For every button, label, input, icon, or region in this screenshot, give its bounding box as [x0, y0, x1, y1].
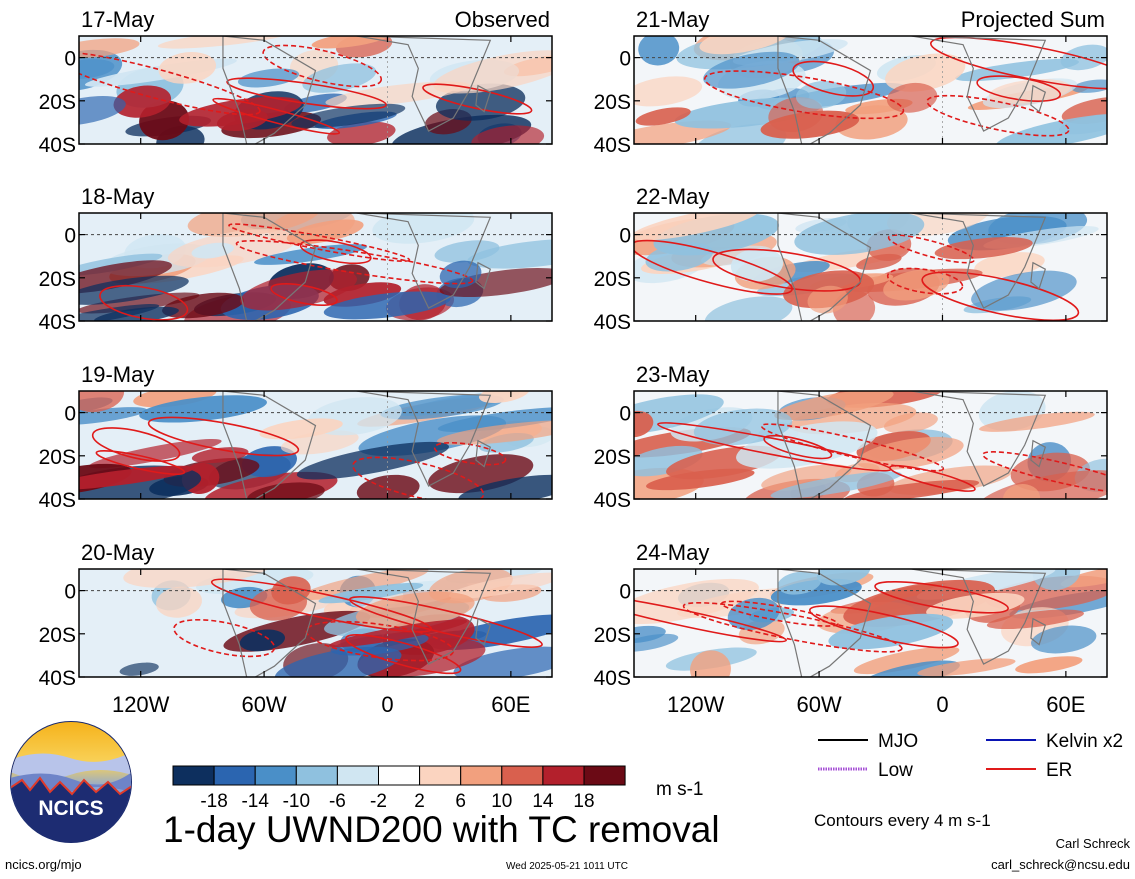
- footer-author: Carl Schreck: [1056, 836, 1131, 851]
- chart-title: 1-day UWND200 with TC removal: [163, 809, 720, 850]
- y-tick-label: 40S: [594, 311, 631, 334]
- colorbar-label: 18: [573, 791, 594, 812]
- column-label: Observed: [455, 7, 550, 32]
- panel-frame: [633, 212, 1108, 322]
- x-axis-projected: 120W 60W 0 60E: [667, 692, 1085, 717]
- y-tick-label: 20S: [39, 446, 76, 469]
- y-tick-label: 0: [619, 225, 631, 248]
- colorbar-units: m s-1: [656, 779, 704, 800]
- y-tick-label: 40S: [39, 311, 76, 334]
- panel-19-May: 0 20S 40S 19-May: [39, 362, 553, 512]
- colorbar-swatch: [172, 765, 215, 786]
- panel-24-May: 0 20S 40S 24-May: [594, 540, 1108, 690]
- x-tick-label: 60W: [241, 692, 286, 717]
- panel-date: 17-May: [81, 7, 154, 32]
- y-tick-label: 40S: [594, 667, 631, 690]
- y-tick-label: 0: [619, 48, 631, 71]
- colorbar-swatch: [460, 765, 503, 786]
- colorbar-swatch: [295, 765, 338, 786]
- colorbar-label: 10: [491, 791, 512, 812]
- x-tick-label: 120W: [112, 692, 170, 717]
- x-tick-label: 60E: [1046, 692, 1085, 717]
- panel-22-May: 0 20S 40S 22-May: [594, 184, 1108, 334]
- panel-date: 23-May: [636, 362, 709, 387]
- legend-label: Low: [878, 760, 913, 781]
- footer-url: ncics.org/mjo: [5, 857, 82, 872]
- y-tick-label: 0: [64, 403, 76, 426]
- y-tick-label: 20S: [39, 624, 76, 647]
- colorbar: -18 -14 -10 -6 -2 2 6 10 14 18: [172, 765, 626, 812]
- y-tick-label: 40S: [39, 489, 76, 512]
- y-tick-label: 0: [619, 403, 631, 426]
- y-tick-label: 40S: [39, 134, 76, 157]
- colorbar-label: -14: [241, 791, 269, 812]
- colorbar-label: 14: [532, 791, 554, 812]
- svg-text:NCICS: NCICS: [38, 797, 103, 820]
- x-tick-label: 0: [936, 692, 948, 717]
- colorbar-label: -2: [370, 791, 387, 812]
- colorbar-swatch: [419, 765, 462, 786]
- y-tick-label: 20S: [594, 624, 631, 647]
- colorbar-swatch: [501, 765, 544, 786]
- panel-date: 24-May: [636, 540, 709, 565]
- panel-18-May: 0 20S 40S 18-May: [39, 184, 553, 334]
- colorbar-swatch: [378, 765, 421, 786]
- y-tick-label: 20S: [39, 268, 76, 291]
- panel-23-May: 0 20S 40S 23-May: [594, 362, 1108, 512]
- y-tick-label: 40S: [39, 667, 76, 690]
- panel-date: 18-May: [81, 184, 154, 209]
- y-tick-label: 0: [619, 581, 631, 604]
- panel-21-May: 0 20S 40S 21-May Projected Sum: [594, 7, 1108, 157]
- ncics-logo: NCICS: [10, 721, 132, 843]
- panel-frame: [633, 390, 1108, 500]
- panel-20-May: 0 20S 40S 20-May: [39, 540, 553, 690]
- panel-frame: [78, 212, 553, 322]
- y-tick-label: 0: [64, 225, 76, 248]
- y-tick-label: 20S: [594, 268, 631, 291]
- colorbar-label: -6: [329, 791, 346, 812]
- footer-email: carl_schreck@ncsu.edu: [991, 857, 1130, 872]
- panel-frame: [78, 568, 553, 678]
- y-tick-label: 20S: [39, 91, 76, 114]
- panel-date: 20-May: [81, 540, 154, 565]
- panel-frame: [633, 568, 1108, 678]
- colorbar-swatch: [542, 765, 585, 786]
- legend-label: MJO: [878, 731, 918, 752]
- colorbar-label: 6: [455, 791, 466, 812]
- y-tick-label: 20S: [594, 91, 631, 114]
- y-tick-label: 0: [64, 48, 76, 71]
- footer-timestamp: Wed 2025-05-21 1011 UTC: [506, 861, 628, 872]
- panel-frame: [78, 35, 553, 145]
- colorbar-swatch: [213, 765, 256, 786]
- panel-date: 19-May: [81, 362, 154, 387]
- panel-frame: [633, 35, 1108, 145]
- colorbar-label: -10: [283, 791, 310, 812]
- panel-17-May: 0 20S 40S 17-May Observed: [39, 7, 553, 157]
- colorbar-swatch: [336, 765, 379, 786]
- panel-date: 22-May: [636, 184, 709, 209]
- contour-note: Contours every 4 m s-1: [814, 811, 991, 830]
- x-axis-observed: 120W 60W 0 60E: [112, 692, 530, 717]
- colorbar-swatch: [583, 765, 626, 786]
- column-label: Projected Sum: [961, 7, 1105, 32]
- y-tick-label: 0: [64, 581, 76, 604]
- y-tick-label: 20S: [594, 446, 631, 469]
- panel-date: 21-May: [636, 7, 709, 32]
- panel-frame: [78, 390, 553, 500]
- colorbar-swatch: [254, 765, 297, 786]
- legend-label: ER: [1046, 760, 1072, 781]
- legend: MJO Kelvin x2 Low ER: [818, 731, 1123, 781]
- y-tick-label: 40S: [594, 489, 631, 512]
- legend-label: Kelvin x2: [1046, 731, 1123, 752]
- x-tick-label: 0: [381, 692, 393, 717]
- x-tick-label: 120W: [667, 692, 725, 717]
- colorbar-label: 2: [414, 791, 425, 812]
- colorbar-label: -18: [200, 791, 227, 812]
- x-tick-label: 60W: [796, 692, 841, 717]
- x-tick-label: 60E: [491, 692, 530, 717]
- y-tick-label: 40S: [594, 134, 631, 157]
